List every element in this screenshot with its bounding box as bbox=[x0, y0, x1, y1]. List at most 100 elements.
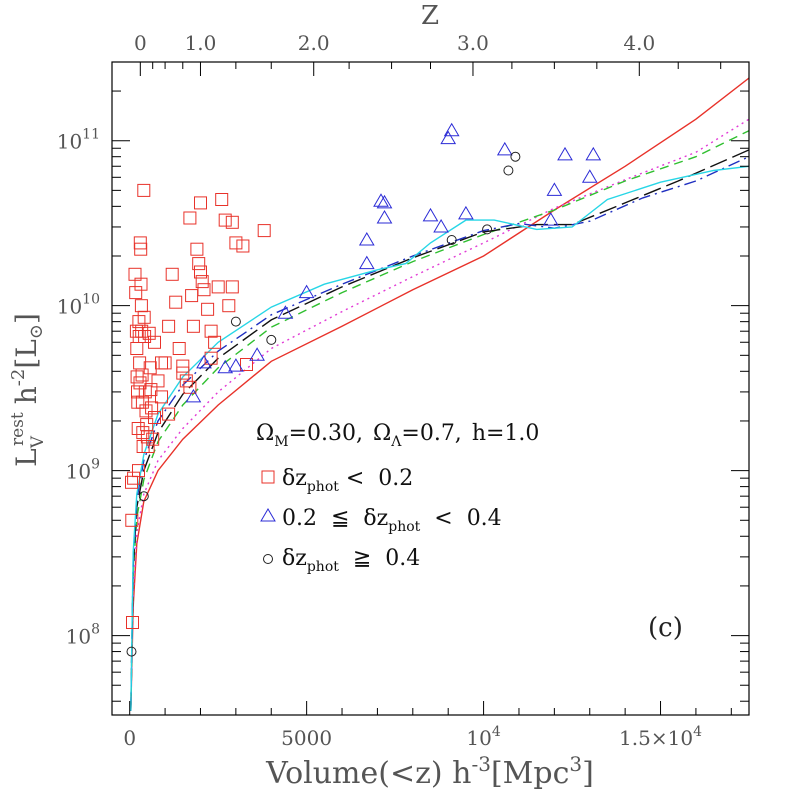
square-point bbox=[204, 324, 218, 338]
square-point bbox=[240, 358, 253, 371]
square-point bbox=[144, 383, 158, 397]
x-axis-title-unit: [Mpc bbox=[491, 756, 569, 791]
triangle-point bbox=[358, 255, 375, 270]
square-point bbox=[142, 326, 156, 340]
data-points bbox=[125, 122, 602, 657]
square-point bbox=[208, 335, 222, 349]
triangle-point bbox=[557, 146, 573, 161]
top-axis-title: Z bbox=[421, 1, 439, 31]
square-point bbox=[125, 475, 138, 489]
legend-entry-3-pre: δz bbox=[282, 546, 307, 571]
model-curve-6 bbox=[130, 165, 749, 711]
square-point bbox=[126, 616, 139, 629]
legend-entry-1-sub: phot bbox=[307, 479, 339, 495]
square-point bbox=[236, 239, 250, 253]
top-tick-label: 2.0 bbox=[298, 31, 330, 55]
y-axis-title-close: ] bbox=[10, 313, 43, 324]
square-point bbox=[140, 430, 154, 444]
square-point bbox=[146, 432, 160, 446]
square-point bbox=[134, 242, 148, 256]
legend-entry-2-sub: phot bbox=[388, 519, 420, 535]
circle-point bbox=[230, 316, 241, 327]
triangle-point bbox=[249, 347, 265, 361]
square-point bbox=[165, 267, 179, 281]
triangle-point bbox=[376, 210, 393, 224]
square-point bbox=[194, 196, 207, 210]
x-tick-label: 1.5×104 bbox=[619, 724, 702, 750]
circle-point bbox=[138, 491, 149, 502]
square-point bbox=[129, 324, 143, 338]
square-point bbox=[225, 280, 239, 294]
square-point bbox=[190, 242, 204, 256]
square-point bbox=[145, 401, 159, 415]
triangle-point bbox=[443, 122, 460, 137]
square-point bbox=[215, 193, 229, 206]
legend-entry-2: 0.2 ≦ δzphot < 0.4 bbox=[282, 506, 502, 535]
model-curve-4 bbox=[130, 149, 749, 711]
y-axis-title-unit: [L bbox=[10, 339, 43, 369]
square-point bbox=[137, 183, 151, 197]
y-tick-label: 109 bbox=[66, 457, 100, 484]
y-axis-title-h-sup: -2 bbox=[8, 369, 29, 387]
model-curve-2 bbox=[130, 118, 749, 711]
circle-point bbox=[503, 165, 514, 176]
square-point bbox=[134, 277, 148, 291]
x-tick-label: 104 bbox=[466, 724, 500, 750]
triangle-point bbox=[373, 193, 389, 207]
square-point bbox=[135, 324, 149, 338]
square-point bbox=[129, 286, 143, 300]
omega-l-symbol: Ω bbox=[373, 421, 391, 446]
triangle-point bbox=[422, 207, 439, 222]
top-tick-label: 4.0 bbox=[623, 31, 655, 55]
y-tick-label: 1011 bbox=[57, 127, 100, 154]
square-point bbox=[132, 464, 145, 478]
square-point bbox=[194, 265, 207, 279]
square-point bbox=[195, 275, 209, 289]
square-point bbox=[183, 211, 197, 225]
omega-l-value: =0.7, bbox=[401, 421, 461, 446]
square-point bbox=[151, 374, 165, 388]
top-tick-label: 0 bbox=[134, 31, 147, 55]
square-point bbox=[132, 315, 146, 329]
triangle-point bbox=[277, 305, 294, 319]
triangle-point bbox=[358, 232, 375, 246]
h-value: h=1.0 bbox=[472, 421, 540, 446]
square-point bbox=[148, 335, 161, 349]
square-point bbox=[192, 257, 206, 271]
square-point bbox=[172, 342, 186, 355]
triangle-point bbox=[458, 205, 474, 220]
triangle-point bbox=[496, 141, 513, 156]
square-point bbox=[131, 385, 144, 399]
legend-triangle-marker bbox=[260, 508, 276, 522]
square-point bbox=[176, 366, 190, 380]
model-curve-1 bbox=[130, 77, 749, 711]
square-point bbox=[148, 411, 161, 424]
y-tick-label: 108 bbox=[66, 622, 100, 649]
legend-entry-1-post: < 0.2 bbox=[339, 466, 413, 491]
omega-m-value: =0.30, bbox=[289, 421, 363, 446]
square-point bbox=[257, 224, 271, 238]
y-axis-title-sub: V bbox=[28, 435, 48, 449]
x-axis-title-unit-sup: 3 bbox=[569, 752, 582, 776]
x-axis-title-main: Volume(<z) h bbox=[265, 756, 471, 791]
square-point bbox=[125, 513, 139, 527]
plot-frame bbox=[111, 61, 750, 716]
triangle-point bbox=[433, 219, 449, 233]
square-point bbox=[185, 289, 199, 303]
square-point bbox=[176, 359, 190, 373]
legend-entry-2-post: < 0.4 bbox=[420, 506, 501, 531]
omega-m-symbol: Ω bbox=[256, 421, 274, 446]
circle-point bbox=[446, 235, 457, 245]
circle-point bbox=[482, 224, 493, 235]
triangle-point bbox=[376, 194, 393, 209]
y-axis-title-h: h bbox=[10, 386, 43, 404]
triangle-point bbox=[581, 169, 598, 183]
triangle-point bbox=[228, 358, 244, 372]
square-point bbox=[131, 422, 145, 435]
square-point bbox=[140, 418, 154, 432]
top-tick-label: 1.0 bbox=[185, 31, 217, 55]
square-point bbox=[158, 356, 172, 370]
x-axis-title-close: ] bbox=[582, 756, 594, 791]
legend-circle-marker bbox=[263, 554, 273, 564]
